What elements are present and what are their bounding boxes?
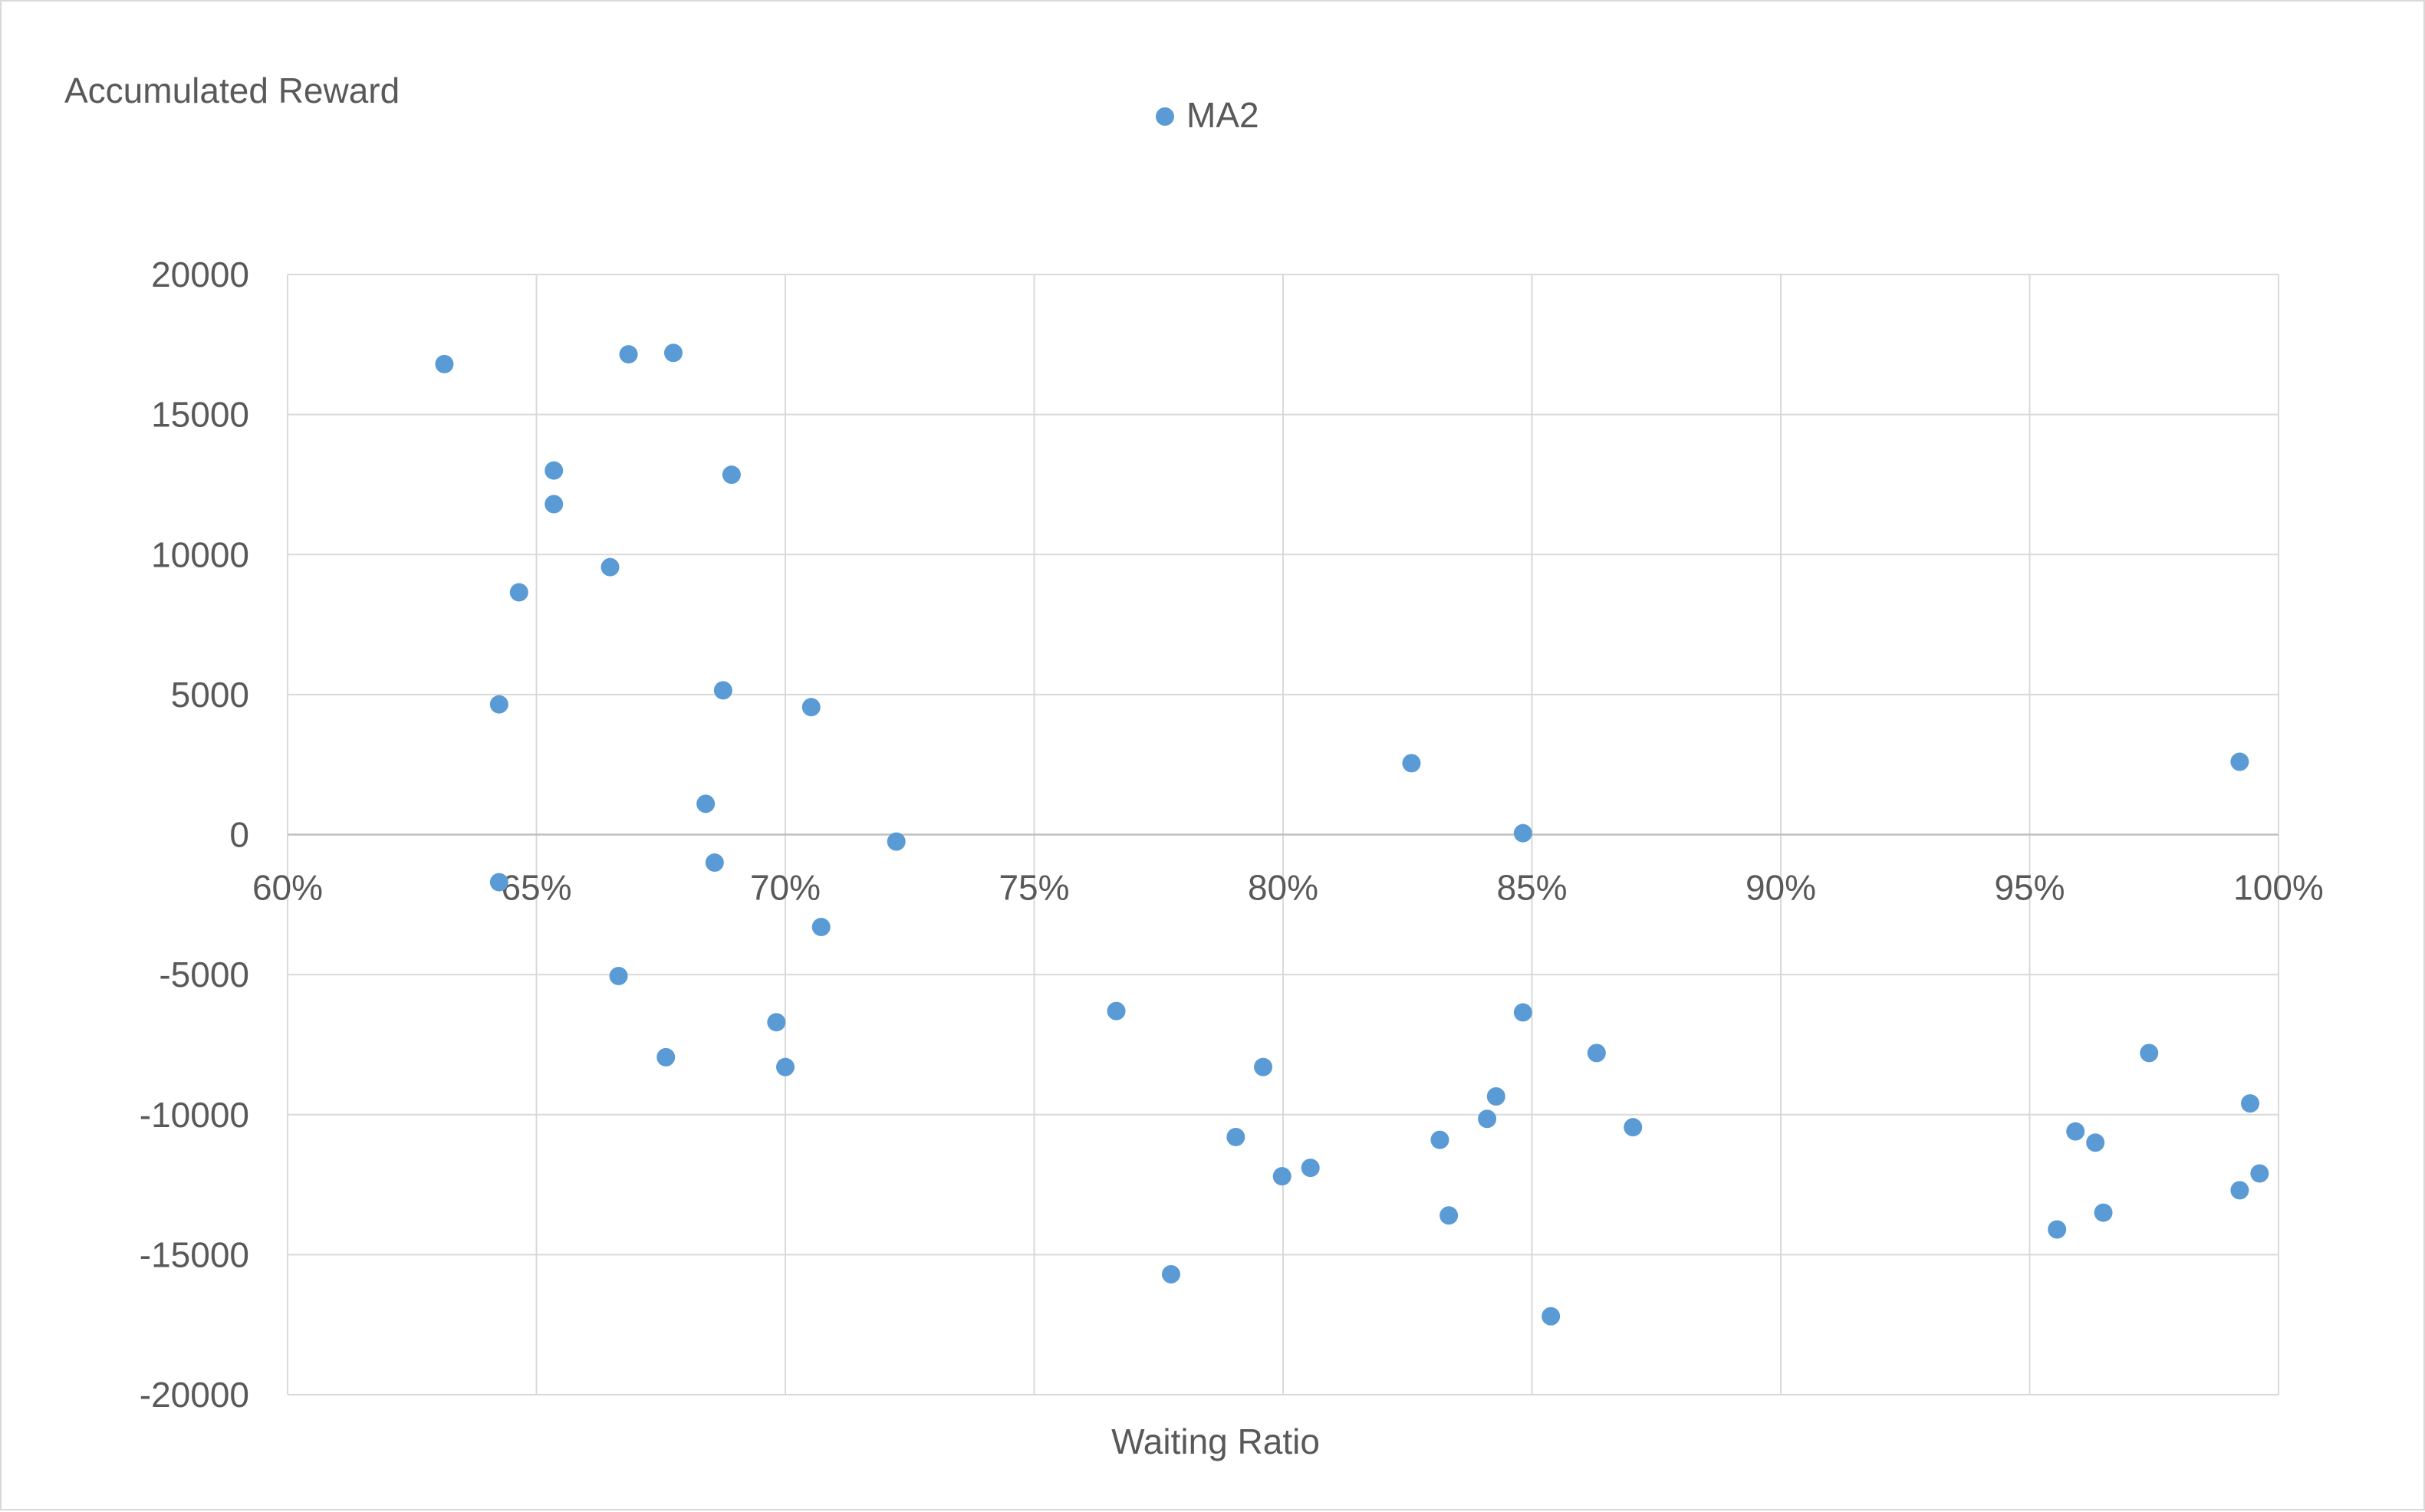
x-tick-label: 65% <box>501 868 571 908</box>
data-point <box>696 794 716 814</box>
data-point <box>619 345 638 364</box>
y-axis-title: Accumulated Reward <box>64 71 400 110</box>
data-point <box>713 681 732 700</box>
y-tick-label: 10000 <box>151 534 249 574</box>
y-tick-label: 0 <box>229 815 249 855</box>
data-point <box>722 465 741 485</box>
legend-label-ma2: MA2 <box>1186 95 1259 135</box>
data-point <box>435 354 454 373</box>
data-point <box>705 853 724 873</box>
data-point <box>2048 1220 2067 1239</box>
x-tick-label: 90% <box>1746 868 1816 908</box>
y-tick-label: 5000 <box>171 675 249 715</box>
x-tick-label: 70% <box>750 868 821 908</box>
data-point <box>663 343 683 363</box>
tick-label-layer: 60% 65% 70% 75% 80% 85% 90% 95% 100% 20000 15000 10… <box>140 255 2324 1415</box>
x-tick-label: 80% <box>1248 868 1318 908</box>
data-point <box>811 918 831 937</box>
x-tick-label: 85% <box>1496 868 1567 908</box>
data-point <box>2086 1133 2105 1152</box>
data-point <box>1254 1057 1273 1076</box>
y-tick-label: -20000 <box>140 1375 249 1415</box>
data-point <box>600 557 620 577</box>
y-tick-label: 15000 <box>151 395 249 435</box>
x-tick-label: 75% <box>999 868 1069 908</box>
data-point <box>2230 1181 2249 1200</box>
data-point <box>767 1013 786 1032</box>
data-point <box>801 698 821 717</box>
data-point <box>489 873 508 892</box>
data-point <box>545 461 564 480</box>
data-point <box>1513 823 1532 843</box>
data-point <box>2066 1122 2085 1141</box>
data-point <box>1272 1167 1291 1186</box>
data-point <box>1161 1264 1180 1284</box>
y-tick-label: -5000 <box>159 955 249 994</box>
legend-marker <box>1156 107 1174 126</box>
data-point <box>2140 1044 2159 1063</box>
data-point-layer <box>435 343 2269 1326</box>
data-point <box>1542 1307 1561 1326</box>
y-tick-label: -10000 <box>140 1095 249 1135</box>
data-point <box>545 495 564 514</box>
data-point <box>509 583 528 602</box>
data-point <box>1301 1159 1320 1178</box>
data-point <box>1402 754 1421 773</box>
y-tick-label: -15000 <box>140 1234 249 1274</box>
y-tick-label: 20000 <box>151 255 249 294</box>
data-point <box>1107 1001 1126 1021</box>
x-axis-title: Waiting Ratio <box>1111 1422 1320 1461</box>
data-point <box>776 1057 795 1076</box>
data-point <box>2241 1094 2260 1113</box>
data-point <box>887 832 906 851</box>
data-point <box>1513 1003 1532 1022</box>
data-point <box>1440 1206 1459 1225</box>
legend: MA2 <box>1156 95 1259 135</box>
data-point <box>1430 1130 1449 1149</box>
data-point <box>2094 1203 2113 1222</box>
data-point <box>656 1047 676 1067</box>
data-point <box>2230 752 2249 771</box>
x-tick-label: 60% <box>252 868 323 908</box>
data-point <box>1226 1127 1245 1146</box>
data-point <box>1587 1044 1606 1063</box>
data-point <box>2250 1164 2269 1183</box>
data-point <box>1624 1118 1643 1137</box>
x-tick-label: 100% <box>2233 868 2324 908</box>
data-point <box>1478 1109 1497 1129</box>
data-point <box>609 966 628 985</box>
x-tick-label: 95% <box>1994 868 2065 908</box>
data-point <box>489 695 508 714</box>
data-point <box>1486 1087 1505 1106</box>
